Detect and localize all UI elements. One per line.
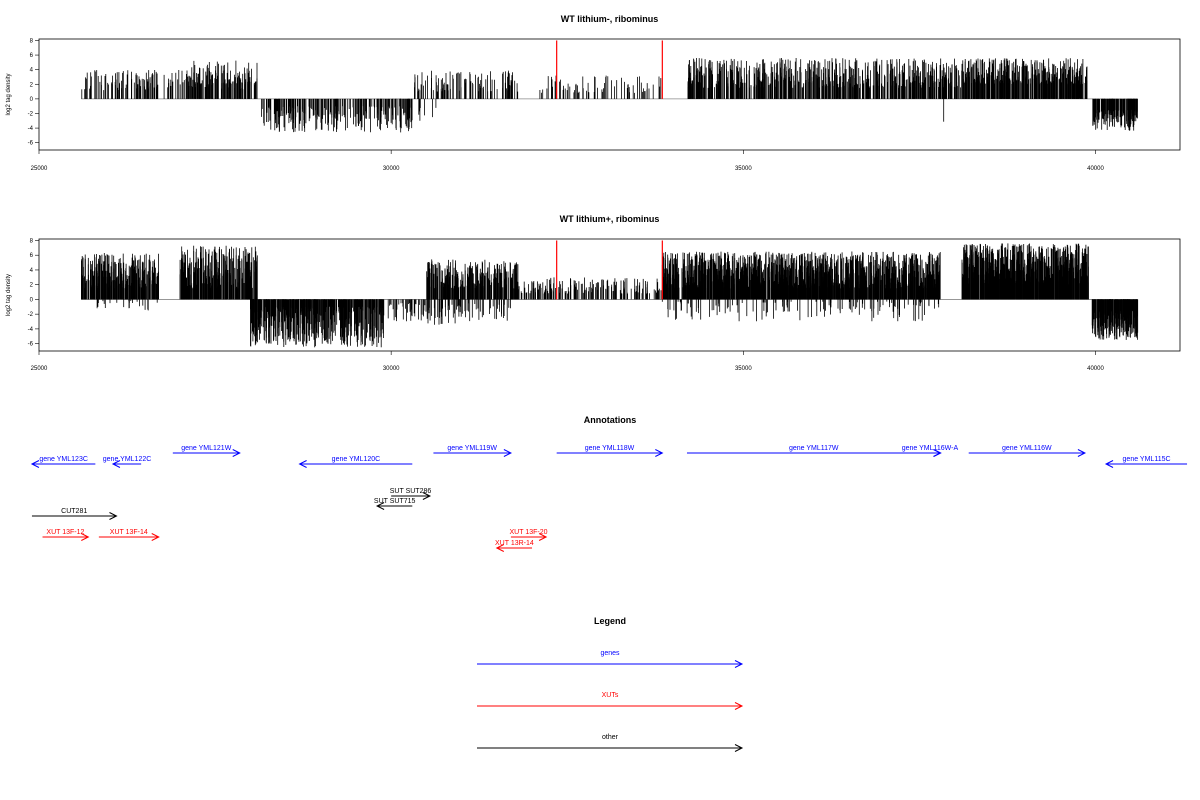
y-tick-label: -6 <box>28 342 34 348</box>
track-panel-2: WT lithium+, ribominus 8 6 4 2 0 -2 -4 -6 log2 ta… <box>6 214 1181 372</box>
panel-title: WT lithium+, ribominus <box>560 214 660 224</box>
y-tick-label: -6 <box>28 141 34 147</box>
y-tick-label: 2 <box>30 283 34 289</box>
y-tick-label: -4 <box>28 126 34 132</box>
plot-frame <box>38 38 1181 151</box>
y-tick-label: 8 <box>30 38 34 44</box>
y-axis-label: log2 tag density <box>6 274 12 316</box>
x-tick-label: 30000 <box>383 166 400 172</box>
y-tick-label: 6 <box>30 53 34 59</box>
plot-frame <box>38 238 1181 352</box>
y-tick-label: 6 <box>30 253 34 259</box>
x-tick-label: 25000 <box>31 366 48 372</box>
y-tick-label: 4 <box>30 68 34 74</box>
y-tick-label: -2 <box>28 111 34 117</box>
x-tick-label: 35000 <box>735 366 752 372</box>
x-tick-label: 30000 <box>383 366 400 372</box>
density-bars <box>81 243 1139 348</box>
y-axis-label: log2 tag density <box>6 73 12 115</box>
y-tick-label: -2 <box>28 312 34 318</box>
panel-title: WT lithium-, ribominus <box>561 14 659 24</box>
y-tick-label: 4 <box>30 268 34 274</box>
x-tick-label: 40000 <box>1087 166 1104 172</box>
track-panel-1: WT lithium-, ribominus 8 6 4 2 0 -2 -4 -6 log2 ta… <box>6 14 1181 172</box>
y-tick-label: 0 <box>30 297 34 303</box>
x-tick-label: 25000 <box>31 166 48 172</box>
x-tick-label: 40000 <box>1087 366 1104 372</box>
density-bars <box>81 58 1138 133</box>
x-tick-label: 35000 <box>735 166 752 172</box>
y-tick-label: 0 <box>30 97 34 103</box>
y-tick-label: -4 <box>28 327 34 333</box>
y-tick-label: 2 <box>30 82 34 88</box>
y-tick-label: 8 <box>30 238 34 244</box>
